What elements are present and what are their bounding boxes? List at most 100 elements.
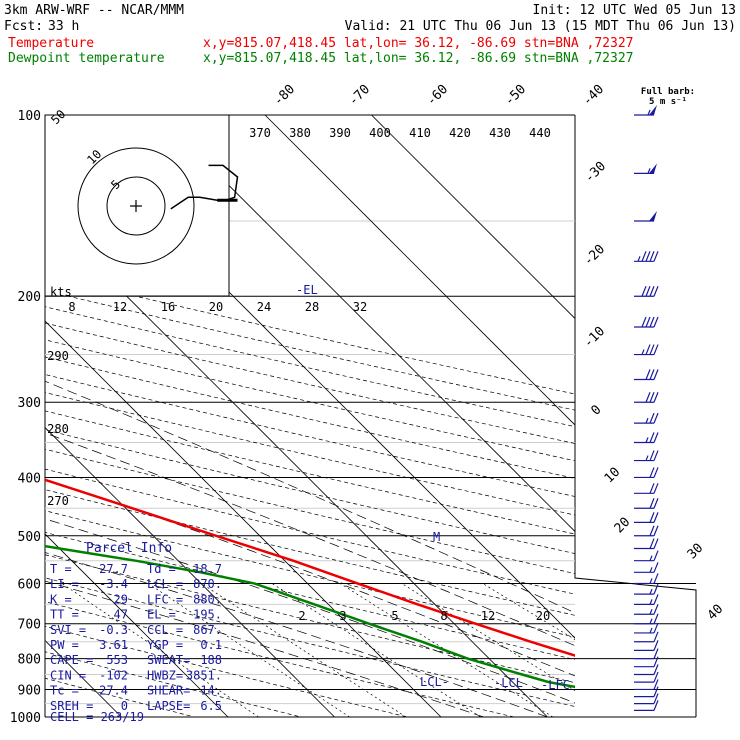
mixing-ratio-line [148, 583, 350, 717]
parcel-label: LFC = [147, 592, 183, 606]
parcel-value: 870. [193, 577, 222, 591]
wind-barb [634, 693, 659, 705]
parcel-label: Td = [147, 562, 176, 576]
dry-adiabat [45, 554, 575, 684]
wind-barb [634, 483, 659, 494]
wind-barb [634, 583, 659, 595]
theta-label: 400 [369, 126, 391, 140]
parcel-label: SVI = [50, 623, 86, 637]
parcel-value: 47 [114, 608, 128, 622]
parcel-value: 6.5 [200, 699, 222, 713]
init-time: Init: 12 UTC Wed 05 Jun 13 [533, 3, 737, 18]
moist-adiabat [45, 580, 484, 717]
wind-barb [634, 369, 659, 381]
forecast-label: Fcst: [4, 19, 43, 34]
parcel-info-panel: Parcel Info T = 27.7 Td = 18.7 LI = -3.4 LCL =… [50, 541, 222, 724]
hodograph-ring-outer [77, 147, 195, 265]
isotherm [45, 533, 229, 717]
mixing-ratio-label: 12 [481, 609, 495, 623]
dry-adiabat [45, 510, 575, 638]
wind-barb [634, 613, 659, 625]
isotherm [158, 115, 575, 533]
theta-label: 380 [289, 126, 311, 140]
legend-temperature-info: x,y=815.07,418.45 lat,lon= 36.12, -86.69… [203, 36, 633, 51]
mixing-ratio-line [271, 583, 481, 717]
mixing-ratio-label: 3 [339, 609, 346, 623]
parcel-label: HWBZ= [147, 668, 183, 682]
speed-label: 28 [305, 300, 319, 314]
wind-barb [634, 604, 659, 615]
parcel-label: LAPSE= [147, 699, 190, 713]
mixing-ratio-label: 5 [391, 609, 398, 623]
pressure-label-200: 200 [18, 290, 41, 305]
wind-barb [634, 640, 659, 651]
parcel-label: K = [50, 592, 72, 606]
parcel-value: 29 [114, 592, 128, 606]
wind-barb [634, 573, 659, 585]
legend-dewpoint-info: x,y=815.07,418.45 lat,lon= 36.12, -86.69… [203, 51, 633, 66]
dry-adiabat [45, 448, 575, 574]
theta-label: 420 [449, 126, 471, 140]
parcel-value: 27.7 [99, 562, 128, 576]
speed-label: 20 [209, 300, 223, 314]
dry-adiabat [45, 489, 575, 616]
wind-barb [634, 211, 657, 222]
parcel-label: Tc = [50, 684, 79, 698]
legend-temperature-name: Temperature [8, 36, 94, 51]
dry-adiabat [45, 601, 516, 717]
mixing-ratio-line [340, 583, 554, 717]
moist-adiabat [45, 380, 575, 614]
theta-label: 370 [249, 126, 271, 140]
level-marker: M [433, 530, 440, 544]
parcel-value: 3851. [186, 668, 222, 682]
moist-adiabat [45, 478, 575, 677]
theta-label: 290 [47, 349, 69, 363]
wind-barb [634, 344, 659, 356]
wind-barb [634, 538, 659, 550]
hodograph-units: kts [50, 285, 72, 299]
parcel-label: CAPE = [50, 653, 93, 667]
theta-label: 390 [329, 126, 351, 140]
parcel-value: 867. [193, 623, 222, 637]
wind-barb [634, 562, 659, 573]
parcel-value: -3.4 [99, 577, 128, 591]
speed-label: 24 [257, 300, 271, 314]
dry-adiabat [45, 651, 303, 717]
legend-dewpoint-name: Dewpoint temperature [8, 51, 165, 66]
hodograph-ring-inner [106, 176, 166, 236]
parcel-value: 0 [121, 699, 128, 713]
parcel-value: 880. [193, 592, 222, 606]
wind-barb [634, 631, 659, 643]
moist-adiabat [45, 552, 548, 717]
wind-barb [634, 622, 659, 634]
parcel-value: -0.3 [99, 623, 128, 637]
parcel-label: YGP = [147, 638, 183, 652]
parcel-label: SHEAR= [147, 684, 190, 698]
speed-label: 12 [113, 300, 127, 314]
theta-label: 410 [409, 126, 431, 140]
parcel-label: TT = [50, 608, 79, 622]
wind-barb [634, 412, 659, 424]
mixing-ratio-label: 20 [536, 609, 550, 623]
wind-barb [634, 686, 659, 698]
parcel-label: EL = [147, 608, 176, 622]
isotherm [371, 115, 575, 320]
wind-barb [634, 285, 659, 297]
theta-label: 280 [47, 422, 69, 436]
pressure-label-700: 700 [18, 618, 41, 633]
parcel-label: SWEAT= [147, 653, 190, 667]
pressure-label-800: 800 [18, 653, 41, 668]
parcel-label: PW = [50, 638, 79, 652]
isotherm [264, 115, 575, 426]
parcel-value: 14. [200, 684, 222, 698]
mixing-ratio-label: 2 [298, 609, 305, 623]
wind-barb [634, 525, 659, 537]
wind-barb [634, 671, 659, 683]
parcel-value: 0.1 [200, 638, 222, 652]
wind-barb [634, 450, 659, 462]
barb-key-line2: 5 m s⁻¹ [649, 97, 687, 107]
wind-barb [634, 512, 659, 523]
parcel-label: CIN = [50, 668, 86, 682]
speed-label: 8 [68, 300, 75, 314]
pressure-label-400: 400 [18, 471, 41, 486]
